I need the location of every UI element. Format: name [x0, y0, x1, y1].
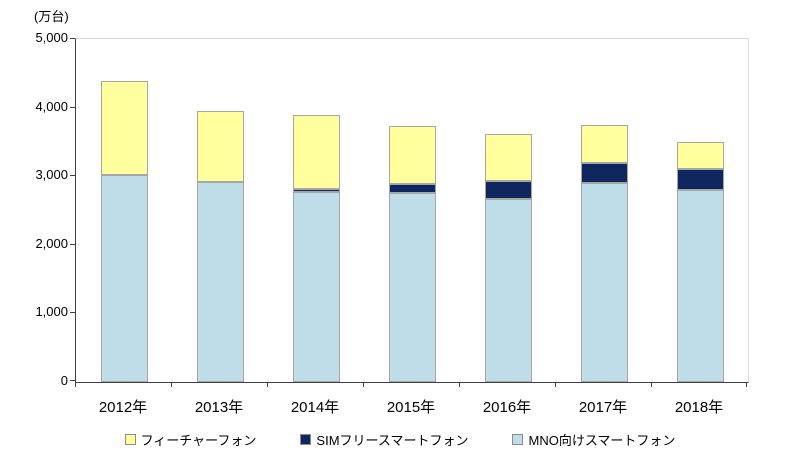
y-tick-label: 2,000 [35, 235, 68, 251]
y-tick-mark [70, 38, 75, 39]
bar-segment-SIMフリースマートフォン [485, 181, 532, 199]
bar-segment-MNO向けスマートフォン [581, 183, 628, 382]
x-tick-mark [75, 382, 76, 387]
bar-segment-SIMフリースマートフォン [677, 169, 724, 190]
bar-segment-フィーチャーフォン [293, 115, 340, 189]
legend-item: MNO向けスマートフォン [512, 430, 675, 449]
x-axis-label: 2017年 [578, 399, 628, 416]
x-axis-label: 2018年 [674, 399, 724, 416]
legend-label: MNO向けスマートフォン [528, 432, 676, 448]
x-axis-label: 2016年 [482, 399, 532, 416]
x-axis-label: 2012年 [98, 399, 148, 416]
y-tick-label: 1,000 [35, 304, 68, 320]
legend-item: SIMフリースマートフォン [300, 430, 468, 449]
y-tick-label: 0 [60, 373, 68, 388]
legend-item: フィーチャーフォン [124, 430, 257, 449]
x-tick-mark [555, 382, 556, 387]
bar-segment-SIMフリースマートフォン [389, 184, 436, 193]
bar-2014年 [293, 115, 340, 382]
y-tick-mark [70, 243, 75, 245]
bar-2012年 [101, 81, 148, 382]
y-tick-label: 4,000 [35, 98, 68, 114]
y-axis-unit-label: (万台) [34, 9, 69, 24]
bar-segment-MNO向けスマートフォン [293, 192, 340, 382]
x-tick-mark [746, 382, 747, 387]
legend-swatch-MNO向けスマートフォン [512, 433, 524, 445]
legend-label: SIMフリースマートフォン [316, 432, 469, 448]
y-tick-mark [70, 380, 75, 381]
legend-swatch-SIMフリースマートフォン [300, 433, 312, 445]
y-tick-label: 5,000 [35, 30, 68, 45]
legend-label: フィーチャーフォン [140, 432, 257, 448]
bar-segment-フィーチャーフォン [389, 126, 436, 184]
y-tick-mark [70, 312, 75, 314]
bar-segment-MNO向けスマートフォン [389, 193, 436, 382]
x-tick-mark [459, 382, 460, 387]
bar-segment-フィーチャーフォン [197, 111, 244, 182]
bar-2016年 [485, 134, 532, 382]
x-axis-label: 2013年 [194, 399, 244, 416]
bar-segment-MNO向けスマートフォン [485, 199, 532, 382]
x-axis-label: 2014年 [290, 399, 340, 416]
y-tick-label: 3,000 [35, 167, 68, 183]
bar-segment-フィーチャーフォン [677, 142, 724, 169]
bar-2017年 [581, 125, 628, 382]
bar-segment-MNO向けスマートフォン [677, 190, 724, 382]
bar-segment-フィーチャーフォン [581, 125, 628, 163]
bar-2015年 [389, 126, 436, 382]
bar-segment-MNO向けスマートフォン [101, 175, 148, 382]
plot-area [75, 38, 749, 383]
bar-2013年 [197, 111, 244, 382]
bar-segment-フィーチャーフォン [485, 134, 532, 181]
x-tick-mark [651, 382, 652, 387]
legend: フィーチャーフォン SIMフリースマートフォン MNO向けスマートフォン [0, 428, 800, 450]
x-tick-mark [363, 382, 364, 387]
bar-segment-フィーチャーフォン [101, 81, 148, 175]
bar-2018年 [677, 142, 724, 382]
x-axis-label: 2015年 [386, 399, 436, 416]
bar-segment-SIMフリースマートフォン [581, 163, 628, 183]
legend-swatch-フィーチャーフォン [124, 433, 136, 445]
y-tick-mark [70, 106, 75, 108]
x-tick-mark [171, 382, 172, 387]
bar-segment-SIMフリースマートフォン [293, 189, 340, 192]
bar-segment-MNO向けスマートフォン [197, 182, 244, 382]
x-tick-mark [267, 382, 268, 387]
y-tick-mark [70, 175, 75, 177]
